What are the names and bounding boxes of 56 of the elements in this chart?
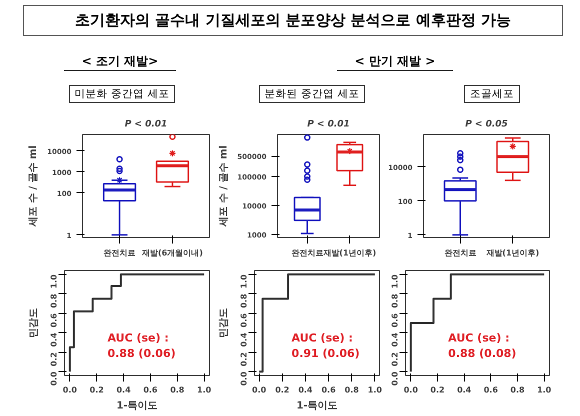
x-tick-label: 0.8 <box>170 386 185 394</box>
y-axis-title: 민감도 <box>218 308 230 338</box>
x-tick-label: 0.4 <box>116 386 132 394</box>
text: P < 0.05 <box>465 120 508 130</box>
x-tick-label: 0.2 <box>90 386 104 394</box>
text: P < 0.01 <box>307 120 350 130</box>
y-tick-label: 0.8 <box>240 293 248 308</box>
x-tick-label: 1.0 <box>537 386 552 394</box>
x-tick-label: 0.2 <box>275 386 290 394</box>
y-axis-title: 민감도 <box>28 308 40 338</box>
x-tick-label: 0.0 <box>62 386 78 394</box>
x-axis-title: 1-특이도 <box>116 400 158 412</box>
y-tick-label: 1.0 <box>390 274 400 289</box>
x-tick-label: 1.0 <box>197 386 212 394</box>
x-tick-label: 0.0 <box>404 386 418 394</box>
x-tick-label: 재발(1년이후) <box>485 248 540 258</box>
annotation: AUC (se) : 0.88 (0.06) <box>107 331 176 360</box>
x-tick-label: 완전치료 <box>444 248 476 258</box>
chart-title: 미분화 중간엽 세포 <box>68 85 176 103</box>
x-tick-label: 1.0 <box>368 386 382 394</box>
x-tick-label: 재발(1년이후) <box>322 248 376 258</box>
text: P < 0.01 <box>124 120 168 130</box>
x-tick-label: 0.6 <box>143 386 158 394</box>
annotation: AUC (se) : 0.88 (0.08) <box>448 331 516 360</box>
y-axis-title: 세포 수 / 골수 ml <box>218 145 230 228</box>
x-tick-label: 0.6 <box>321 386 336 394</box>
x-axis-title: 1-특이도 <box>296 400 338 412</box>
x-tick-label: 0.4 <box>298 386 313 394</box>
annotation: AUC (se) : 0.91 (0.06) <box>292 331 360 360</box>
chart-subtitle: < 조기 재발> <box>64 54 176 71</box>
y-tick-label: 1.0 <box>50 274 58 289</box>
y-tick-label: 0.4 <box>240 332 248 347</box>
x-tick-label: 0.8 <box>510 386 526 394</box>
chart-subtitle: < 만기 재발 > <box>336 54 454 71</box>
y-tick-label: 0.8 <box>390 293 400 308</box>
x-tick-label: 0.8 <box>344 386 360 394</box>
y-tick-label: 0.6 <box>390 312 400 328</box>
y-tick-label: 0.2 <box>50 352 58 366</box>
x-tick-label: 재발(6개월이내) <box>141 248 203 258</box>
y-tick-label: 0.4 <box>390 332 400 347</box>
x-tick-label: 완전치료 <box>104 248 136 258</box>
chart-title: 분화된 중간엽 세포 <box>258 85 366 103</box>
y-tick-label: 0.2 <box>240 352 248 366</box>
y-tick-label: 1.0 <box>240 274 248 289</box>
y-tick-label: 0.2 <box>390 352 400 366</box>
x-tick-label: 완전치료 <box>291 248 324 258</box>
y-tick-label: 0.6 <box>50 312 58 328</box>
x-tick-label: 0.6 <box>484 386 498 394</box>
y-tick-label: 0.4 <box>50 332 58 347</box>
y-tick-label: 0.8 <box>50 293 58 308</box>
chart-title: 조골세포 <box>464 85 520 103</box>
text: 초기환자의 골수내 기질세포의 분포양상 분석으로 예후판정 가능 <box>23 5 563 36</box>
y-axis-title: 세포 수 / 골수 ml <box>28 145 40 228</box>
y-tick-label: 0.6 <box>240 312 248 328</box>
x-tick-label: 0.4 <box>457 386 472 394</box>
x-tick-label: 0.2 <box>430 386 445 394</box>
